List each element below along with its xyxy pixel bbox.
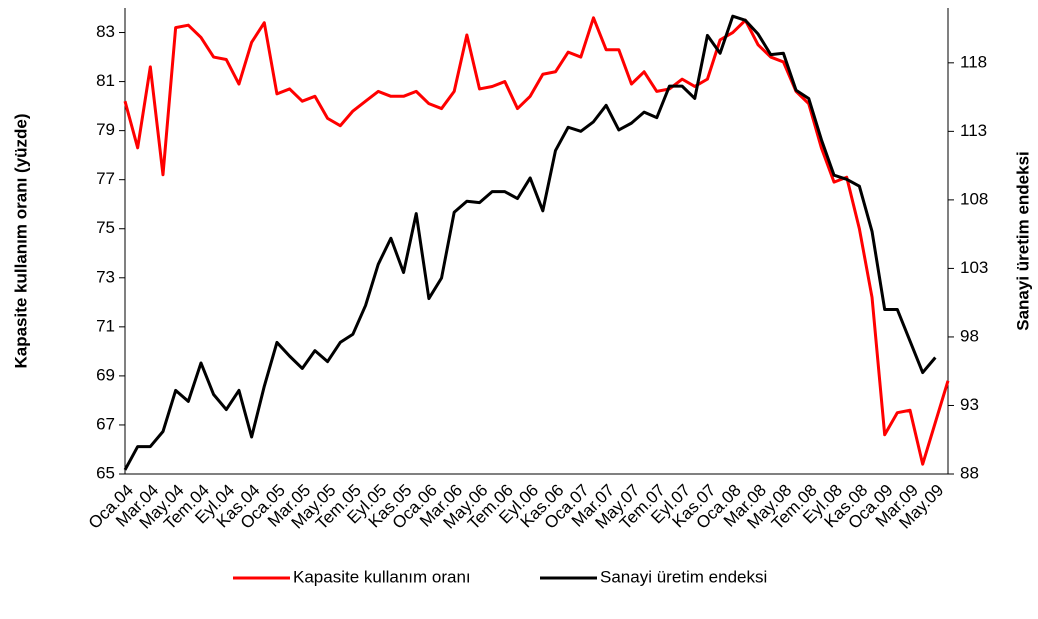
y-tick-label: 67 [96, 414, 115, 433]
y-tick-label: 71 [96, 316, 115, 335]
y2-tick-label: 88 [960, 463, 979, 482]
y-tick-label: 77 [96, 169, 115, 188]
y2-tick-label: 103 [960, 258, 988, 277]
y2-tick-label: 118 [960, 52, 987, 71]
y-tick-label: 81 [96, 71, 115, 90]
series-line [123, 14, 937, 471]
y-tick-label: 69 [96, 365, 115, 384]
y2-tick-label: 93 [960, 395, 979, 414]
y-tick-label: 65 [96, 463, 115, 482]
y2-axis-title: Sanayi üretim endeksi [1013, 151, 1032, 331]
y-tick-label: 83 [96, 22, 115, 41]
y-tick-label: 73 [96, 267, 115, 286]
y-axis-title: Kapasite kullanım oranı (yüzde) [11, 113, 30, 368]
legend-label: Kapasite kullanım oranı [293, 567, 471, 586]
y-tick-label: 75 [96, 218, 115, 237]
legend-label: Sanayi üretim endeksi [600, 567, 767, 586]
y2-tick-label: 98 [960, 326, 979, 345]
y2-tick-label: 113 [960, 121, 987, 140]
y-tick-label: 79 [96, 120, 115, 139]
y2-tick-label: 108 [960, 189, 988, 208]
series-line [123, 16, 950, 466]
